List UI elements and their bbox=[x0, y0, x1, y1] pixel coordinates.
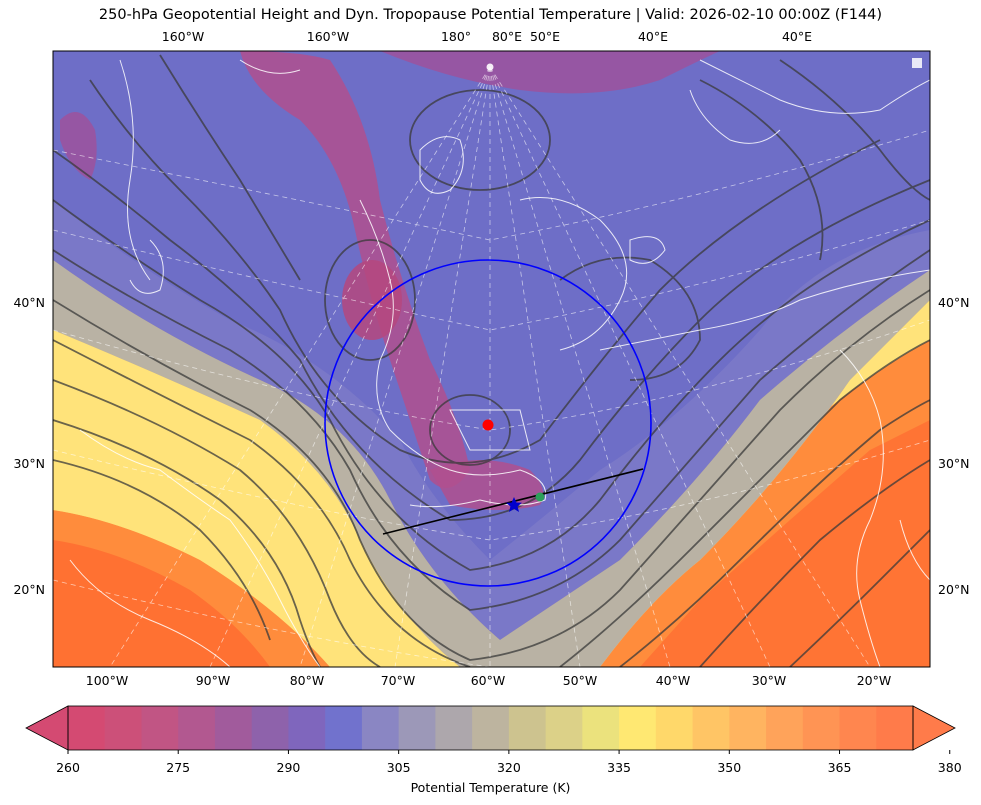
corner-marker bbox=[912, 58, 922, 68]
colorbar-segment bbox=[472, 706, 510, 750]
star-marker[interactable] bbox=[506, 497, 522, 512]
top-lon-label: 80°E bbox=[492, 29, 522, 44]
polar-vortex-region bbox=[380, 51, 720, 94]
colorbar-max-extend bbox=[912, 705, 956, 751]
colorbar-tick-label: 365 bbox=[828, 760, 852, 775]
left-latitude-labels: 40°N 30°N 20°N bbox=[13, 295, 45, 597]
bottom-lon-label: 60°W bbox=[471, 673, 506, 688]
colorbar-segment bbox=[435, 706, 473, 750]
colorbar-segments bbox=[68, 706, 914, 750]
top-lon-label: 180° bbox=[441, 29, 471, 44]
right-lat-label: 20°N bbox=[938, 582, 970, 597]
colorbar-tick-label: 260 bbox=[56, 760, 80, 775]
colorbar-min-extend bbox=[25, 705, 69, 751]
colorbar-segment bbox=[398, 706, 436, 750]
height-contours bbox=[53, 54, 930, 667]
colorbar-segment bbox=[361, 706, 400, 750]
cold-pool-northwest bbox=[60, 112, 97, 180]
colorbar-tick-label: 380 bbox=[938, 760, 962, 775]
colorbar-segment bbox=[839, 706, 877, 750]
colorbar-label: Potential Temperature (K) bbox=[410, 780, 571, 795]
right-latitude-labels: 40°N 30°N 20°N bbox=[938, 295, 970, 597]
colorbar-ticks: 260 275 290 305 320 335 350 365 380 bbox=[56, 750, 962, 775]
pole-marker bbox=[486, 63, 494, 71]
transition-zone bbox=[53, 260, 930, 667]
bottom-lon-label: 90°W bbox=[196, 673, 231, 688]
focus-circle[interactable] bbox=[324, 259, 652, 587]
left-lat-label: 40°N bbox=[13, 295, 45, 310]
map-area[interactable] bbox=[53, 51, 930, 667]
colorbar-segment bbox=[655, 706, 694, 750]
top-lon-label: 40°E bbox=[782, 29, 812, 44]
colorbar-segment bbox=[178, 706, 216, 750]
colorbar-segment bbox=[876, 706, 914, 750]
colorbar-segment bbox=[692, 706, 730, 750]
secondary-point-marker[interactable] bbox=[535, 492, 545, 502]
colorbar-segment bbox=[104, 706, 142, 750]
center-point-marker[interactable] bbox=[482, 419, 494, 431]
cold-pool-center bbox=[342, 260, 402, 340]
colorbar-segment bbox=[802, 706, 841, 750]
colorbar-tick-label: 290 bbox=[277, 760, 301, 775]
bottom-lon-label: 30°W bbox=[752, 673, 787, 688]
bottom-lon-label: 20°W bbox=[857, 673, 892, 688]
colorbar-segment bbox=[325, 706, 363, 750]
colorbar-tick-label: 305 bbox=[387, 760, 411, 775]
colorbar-segment bbox=[508, 706, 547, 750]
colorbar-segment bbox=[288, 706, 326, 750]
colorbar-segment bbox=[619, 706, 657, 750]
colorbar: 260 275 290 305 320 335 350 365 380 bbox=[25, 705, 962, 775]
colorbar-segment bbox=[251, 706, 289, 750]
bottom-lon-label: 70°W bbox=[381, 673, 416, 688]
polar-core bbox=[53, 51, 930, 560]
colorbar-tick-label: 335 bbox=[607, 760, 631, 775]
colorbar-segment bbox=[68, 706, 106, 750]
top-lon-label: 160°W bbox=[162, 29, 204, 44]
colorbar-segment bbox=[545, 706, 583, 750]
right-lat-label: 30°N bbox=[938, 456, 970, 471]
bottom-lon-label: 100°W bbox=[86, 673, 128, 688]
left-lat-label: 30°N bbox=[13, 456, 45, 471]
colorbar-segment bbox=[729, 706, 767, 750]
top-longitude-labels: 160°W 160°W 180° 80°E 50°E 40°E 40°E bbox=[162, 29, 812, 44]
colorbar-tick-label: 275 bbox=[166, 760, 190, 775]
colorbar-segment bbox=[582, 706, 620, 750]
colorbar-segment bbox=[214, 706, 253, 750]
trough-cold-pool bbox=[240, 51, 470, 488]
bottom-longitude-labels: 100°W 90°W 80°W 70°W 60°W 50°W 40°W 30°W… bbox=[86, 673, 891, 688]
top-lon-label: 160°W bbox=[307, 29, 349, 44]
right-lat-label: 40°N bbox=[938, 295, 970, 310]
colorbar-tick-label: 320 bbox=[497, 760, 521, 775]
left-lat-label: 20°N bbox=[13, 582, 45, 597]
colorbar-segment bbox=[141, 706, 179, 750]
top-lon-label: 50°E bbox=[530, 29, 560, 44]
bottom-lon-label: 50°W bbox=[563, 673, 598, 688]
bottom-lon-label: 40°W bbox=[656, 673, 691, 688]
colorbar-segment bbox=[766, 706, 804, 750]
chart-title: 250-hPa Geopotential Height and Dyn. Tro… bbox=[98, 7, 883, 23]
colorbar-frame bbox=[67, 705, 914, 751]
hot-core-west bbox=[53, 540, 270, 667]
bottom-lon-label: 80°W bbox=[290, 673, 325, 688]
colorbar-tick-label: 350 bbox=[717, 760, 741, 775]
hot-core-east bbox=[640, 420, 930, 667]
subtropical-band bbox=[53, 300, 930, 667]
map-frame bbox=[52, 50, 931, 668]
top-lon-label: 40°E bbox=[638, 29, 668, 44]
